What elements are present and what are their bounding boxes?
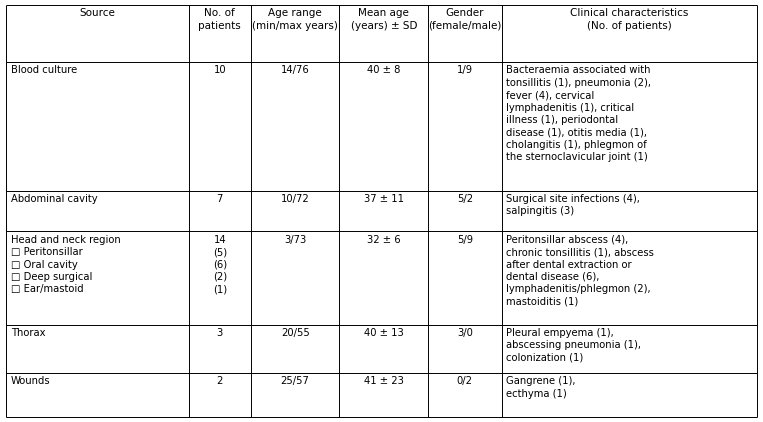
Text: 41 ± 23: 41 ± 23 <box>364 376 404 386</box>
Text: 3/73: 3/73 <box>284 235 306 245</box>
Text: 40 ± 8: 40 ± 8 <box>367 65 401 76</box>
Text: 5/9: 5/9 <box>457 235 473 245</box>
Text: 32 ± 6: 32 ± 6 <box>367 235 401 245</box>
Text: 3/0: 3/0 <box>457 328 473 338</box>
Text: 40 ± 13: 40 ± 13 <box>364 328 404 338</box>
Text: Gangrene (1),
ecthyma (1): Gangrene (1), ecthyma (1) <box>506 376 576 398</box>
Text: Pleural empyema (1),
abscessing pneumonia (1),
colonization (1): Pleural empyema (1), abscessing pneumoni… <box>506 328 641 363</box>
Text: 0/2: 0/2 <box>457 376 473 386</box>
Text: Blood culture: Blood culture <box>11 65 77 76</box>
Text: Clinical characteristics
(No. of patients): Clinical characteristics (No. of patient… <box>570 8 688 31</box>
Text: Head and neck region
□ Peritonsillar
□ Oral cavity
□ Deep surgical
□ Ear/mastoid: Head and neck region □ Peritonsillar □ O… <box>11 235 121 295</box>
Text: No. of
patients: No. of patients <box>198 8 241 31</box>
Text: 25/57: 25/57 <box>281 376 310 386</box>
Text: Surgical site infections (4),
salpingitis (3): Surgical site infections (4), salpingiti… <box>506 194 640 216</box>
Text: 3: 3 <box>217 328 223 338</box>
Text: 10: 10 <box>214 65 226 76</box>
Text: 37 ± 11: 37 ± 11 <box>364 194 404 204</box>
Text: 7: 7 <box>217 194 223 204</box>
Text: Gender
(female/male): Gender (female/male) <box>428 8 501 31</box>
Text: 14
(5)
(6)
(2)
(1): 14 (5) (6) (2) (1) <box>213 235 227 295</box>
Text: Wounds: Wounds <box>11 376 50 386</box>
Text: 5/2: 5/2 <box>457 194 473 204</box>
Text: Thorax: Thorax <box>11 328 45 338</box>
Text: Bacteraemia associated with
tonsillitis (1), pneumonia (2),
fever (4), cervical
: Bacteraemia associated with tonsillitis … <box>506 65 651 162</box>
Text: 2: 2 <box>217 376 223 386</box>
Text: 20/55: 20/55 <box>281 328 310 338</box>
Text: Source: Source <box>79 8 115 19</box>
Text: Peritonsillar abscess (4),
chronic tonsillitis (1), abscess
after dental extract: Peritonsillar abscess (4), chronic tonsi… <box>506 235 654 307</box>
Text: 10/72: 10/72 <box>281 194 310 204</box>
Text: 14/76: 14/76 <box>281 65 310 76</box>
Text: Abdominal cavity: Abdominal cavity <box>11 194 98 204</box>
Text: Mean age
(years) ± SD: Mean age (years) ± SD <box>350 8 417 31</box>
Text: 1/9: 1/9 <box>457 65 473 76</box>
Text: Age range
(min/max years): Age range (min/max years) <box>253 8 338 31</box>
